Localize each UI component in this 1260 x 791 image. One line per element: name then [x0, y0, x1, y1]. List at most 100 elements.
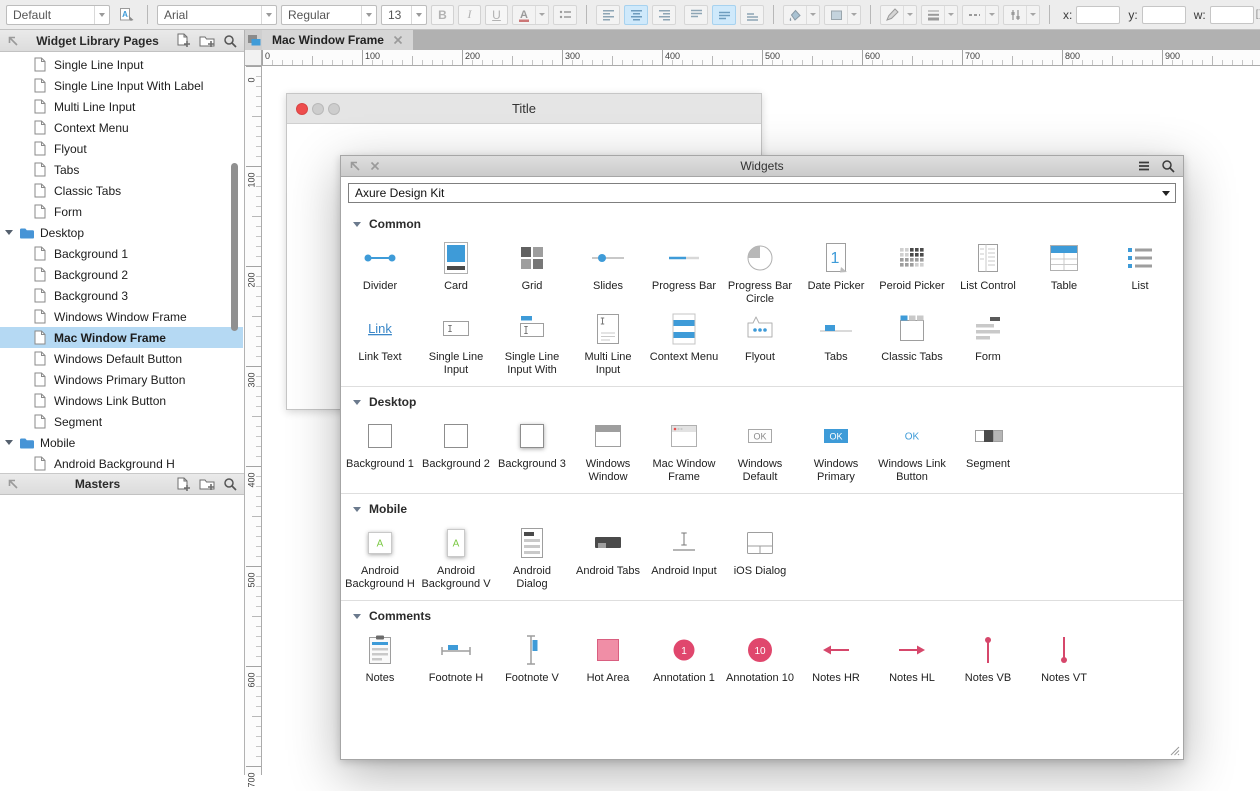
tree-item-windows-primary-button[interactable]: Windows Primary Button — [0, 369, 243, 390]
tree-item-desktop[interactable]: Desktop — [0, 222, 243, 243]
tree-item-classic-tabs[interactable]: Classic Tabs — [0, 180, 243, 201]
disclosure-triangle-icon[interactable] — [5, 230, 13, 235]
valign-top-button[interactable] — [684, 4, 708, 25]
section-header-comments[interactable]: Comments — [341, 601, 1183, 626]
tree-item-context-menu[interactable]: Context Menu — [0, 117, 243, 138]
font-color-button[interactable]: A — [512, 4, 549, 25]
valign-middle-button[interactable] — [712, 4, 736, 25]
widget-item-single-line-input[interactable]: Single Line Input — [418, 307, 494, 378]
widget-item-windows-default[interactable]: OK Windows Default — [722, 414, 798, 485]
align-left-button[interactable] — [596, 4, 620, 25]
widget-item-list-control[interactable]: List Control — [950, 236, 1026, 307]
bold-button[interactable]: B — [431, 4, 454, 25]
widget-item-form[interactable]: Form — [950, 307, 1026, 378]
widget-item-link-text[interactable]: Link Link Text — [342, 307, 418, 378]
style-select[interactable]: Default — [6, 4, 110, 25]
w-input[interactable] — [1209, 5, 1254, 24]
widget-item-background-3[interactable]: Background 3 — [494, 414, 570, 485]
tree-item-windows-default-button[interactable]: Windows Default Button — [0, 348, 243, 369]
widget-item-tabs[interactable]: Tabs — [798, 307, 874, 378]
format-painter-button[interactable]: A — [114, 5, 138, 25]
dock-panel-icon[interactable] — [349, 160, 361, 172]
line-weight-button[interactable] — [921, 4, 958, 25]
search-icon[interactable] — [223, 477, 237, 491]
widget-item-android-tabs[interactable]: Android Tabs — [570, 521, 646, 592]
widget-item-grid[interactable]: Grid — [494, 236, 570, 307]
widget-item-mac-window-frame[interactable]: Mac Window Frame — [646, 414, 722, 485]
tree-item-mobile[interactable]: Mobile — [0, 432, 243, 453]
widget-item-progress-bar-circle[interactable]: Progress Bar Circle — [722, 236, 798, 307]
tree-item-tabs[interactable]: Tabs — [0, 159, 243, 180]
widget-item-hot-area[interactable]: Hot Area — [570, 628, 646, 699]
library-select[interactable]: Axure Design Kit — [348, 183, 1176, 203]
add-page-icon[interactable] — [176, 477, 191, 492]
dash-style-button[interactable] — [962, 4, 999, 25]
font-weight-select[interactable]: Regular — [281, 4, 377, 25]
search-icon[interactable] — [223, 34, 237, 48]
constrain-proportions-icon[interactable]: [ ] — [1255, 9, 1260, 20]
tree-item-mac-window-frame[interactable]: Mac Window Frame — [0, 327, 243, 348]
line-style-button[interactable] — [880, 4, 917, 25]
widget-item-android-background-v[interactable]: A Android Background V — [418, 521, 494, 592]
section-header-desktop[interactable]: Desktop — [341, 387, 1183, 412]
widget-item-android-dialog[interactable]: Android Dialog — [494, 521, 570, 592]
tree-item-single-line-input-with-label[interactable]: Single Line Input With Label — [0, 75, 243, 96]
widget-item-android-input[interactable]: Android Input — [646, 521, 722, 592]
disclosure-triangle-icon[interactable] — [5, 440, 13, 445]
font-size-select[interactable]: 13 — [381, 4, 427, 25]
close-tab-icon[interactable] — [393, 35, 403, 45]
widget-item-background-2[interactable]: Background 2 — [418, 414, 494, 485]
widget-item-card[interactable]: Card — [418, 236, 494, 307]
italic-button[interactable]: I — [458, 4, 481, 25]
tree-item-windows-window-frame[interactable]: Windows Window Frame — [0, 306, 243, 327]
search-icon[interactable] — [1161, 159, 1175, 173]
widget-item-footnote-h[interactable]: Footnote H — [418, 628, 494, 699]
fill-color-button[interactable] — [783, 4, 820, 25]
widget-item-notes-hl[interactable]: Notes HL — [874, 628, 950, 699]
widget-item-annotation-1[interactable]: 1 Annotation 1 — [646, 628, 722, 699]
widget-item-table[interactable]: Table — [1026, 236, 1102, 307]
tree-item-background-2[interactable]: Background 2 — [0, 264, 243, 285]
border-color-button[interactable] — [824, 4, 861, 25]
widget-item-multi-line-input[interactable]: Multi Line Input — [570, 307, 646, 378]
tree-item-background-3[interactable]: Background 3 — [0, 285, 243, 306]
widget-item-list[interactable]: List — [1102, 236, 1178, 307]
widgets-panel-titlebar[interactable]: Widgets — [341, 156, 1183, 177]
tree-item-single-line-input[interactable]: Single Line Input — [0, 54, 243, 75]
valign-bottom-button[interactable] — [740, 4, 764, 25]
section-header-common[interactable]: Common — [341, 209, 1183, 234]
widget-item-date-picker[interactable]: 1 Date Picker — [798, 236, 874, 307]
bullet-list-button[interactable] — [553, 4, 577, 25]
widget-item-footnote-v[interactable]: Footnote V — [494, 628, 570, 699]
widget-item-notes-hr[interactable]: Notes HR — [798, 628, 874, 699]
widget-item-windows-window[interactable]: Windows Window — [570, 414, 646, 485]
widget-item-android-background-h[interactable]: A Android Background H — [342, 521, 418, 592]
y-input[interactable] — [1141, 5, 1186, 24]
section-header-mobile[interactable]: Mobile — [341, 494, 1183, 519]
widget-item-slides[interactable]: Slides — [570, 236, 646, 307]
collapse-panel-icon[interactable] — [7, 478, 19, 490]
widget-item-divider[interactable]: Divider — [342, 236, 418, 307]
tab-mac-window-frame[interactable]: Mac Window Frame — [262, 30, 413, 50]
tree-item-android-background-h[interactable]: Android Background H — [0, 453, 243, 473]
tree-item-flyout[interactable]: Flyout — [0, 138, 243, 159]
widget-item-progress-bar[interactable]: Progress Bar — [646, 236, 722, 307]
tree-item-segment[interactable]: Segment — [0, 411, 243, 432]
widget-item-notes-vt[interactable]: Notes VT — [1026, 628, 1102, 699]
close-panel-icon[interactable] — [370, 161, 380, 171]
tree-item-multi-line-input[interactable]: Multi Line Input — [0, 96, 243, 117]
widget-item-windows-link-button[interactable]: OK Windows Link Button — [874, 414, 950, 485]
widget-item-segment[interactable]: Segment — [950, 414, 1026, 485]
add-folder-icon[interactable] — [199, 34, 215, 48]
panel-menu-icon[interactable] — [1137, 160, 1151, 172]
widget-item-peroid-picker[interactable]: Peroid Picker — [874, 236, 950, 307]
tree-item-form[interactable]: Form — [0, 201, 243, 222]
widget-item-ios-dialog[interactable]: iOS Dialog — [722, 521, 798, 592]
align-center-button[interactable] — [624, 4, 648, 25]
widget-item-flyout[interactable]: Flyout — [722, 307, 798, 378]
add-folder-icon[interactable] — [199, 477, 215, 491]
sidebar-scrollbar-thumb[interactable] — [231, 163, 238, 331]
widget-item-annotation-10[interactable]: 10 Annotation 10 — [722, 628, 798, 699]
font-select[interactable]: Arial — [157, 4, 277, 25]
align-right-button[interactable] — [652, 4, 676, 25]
